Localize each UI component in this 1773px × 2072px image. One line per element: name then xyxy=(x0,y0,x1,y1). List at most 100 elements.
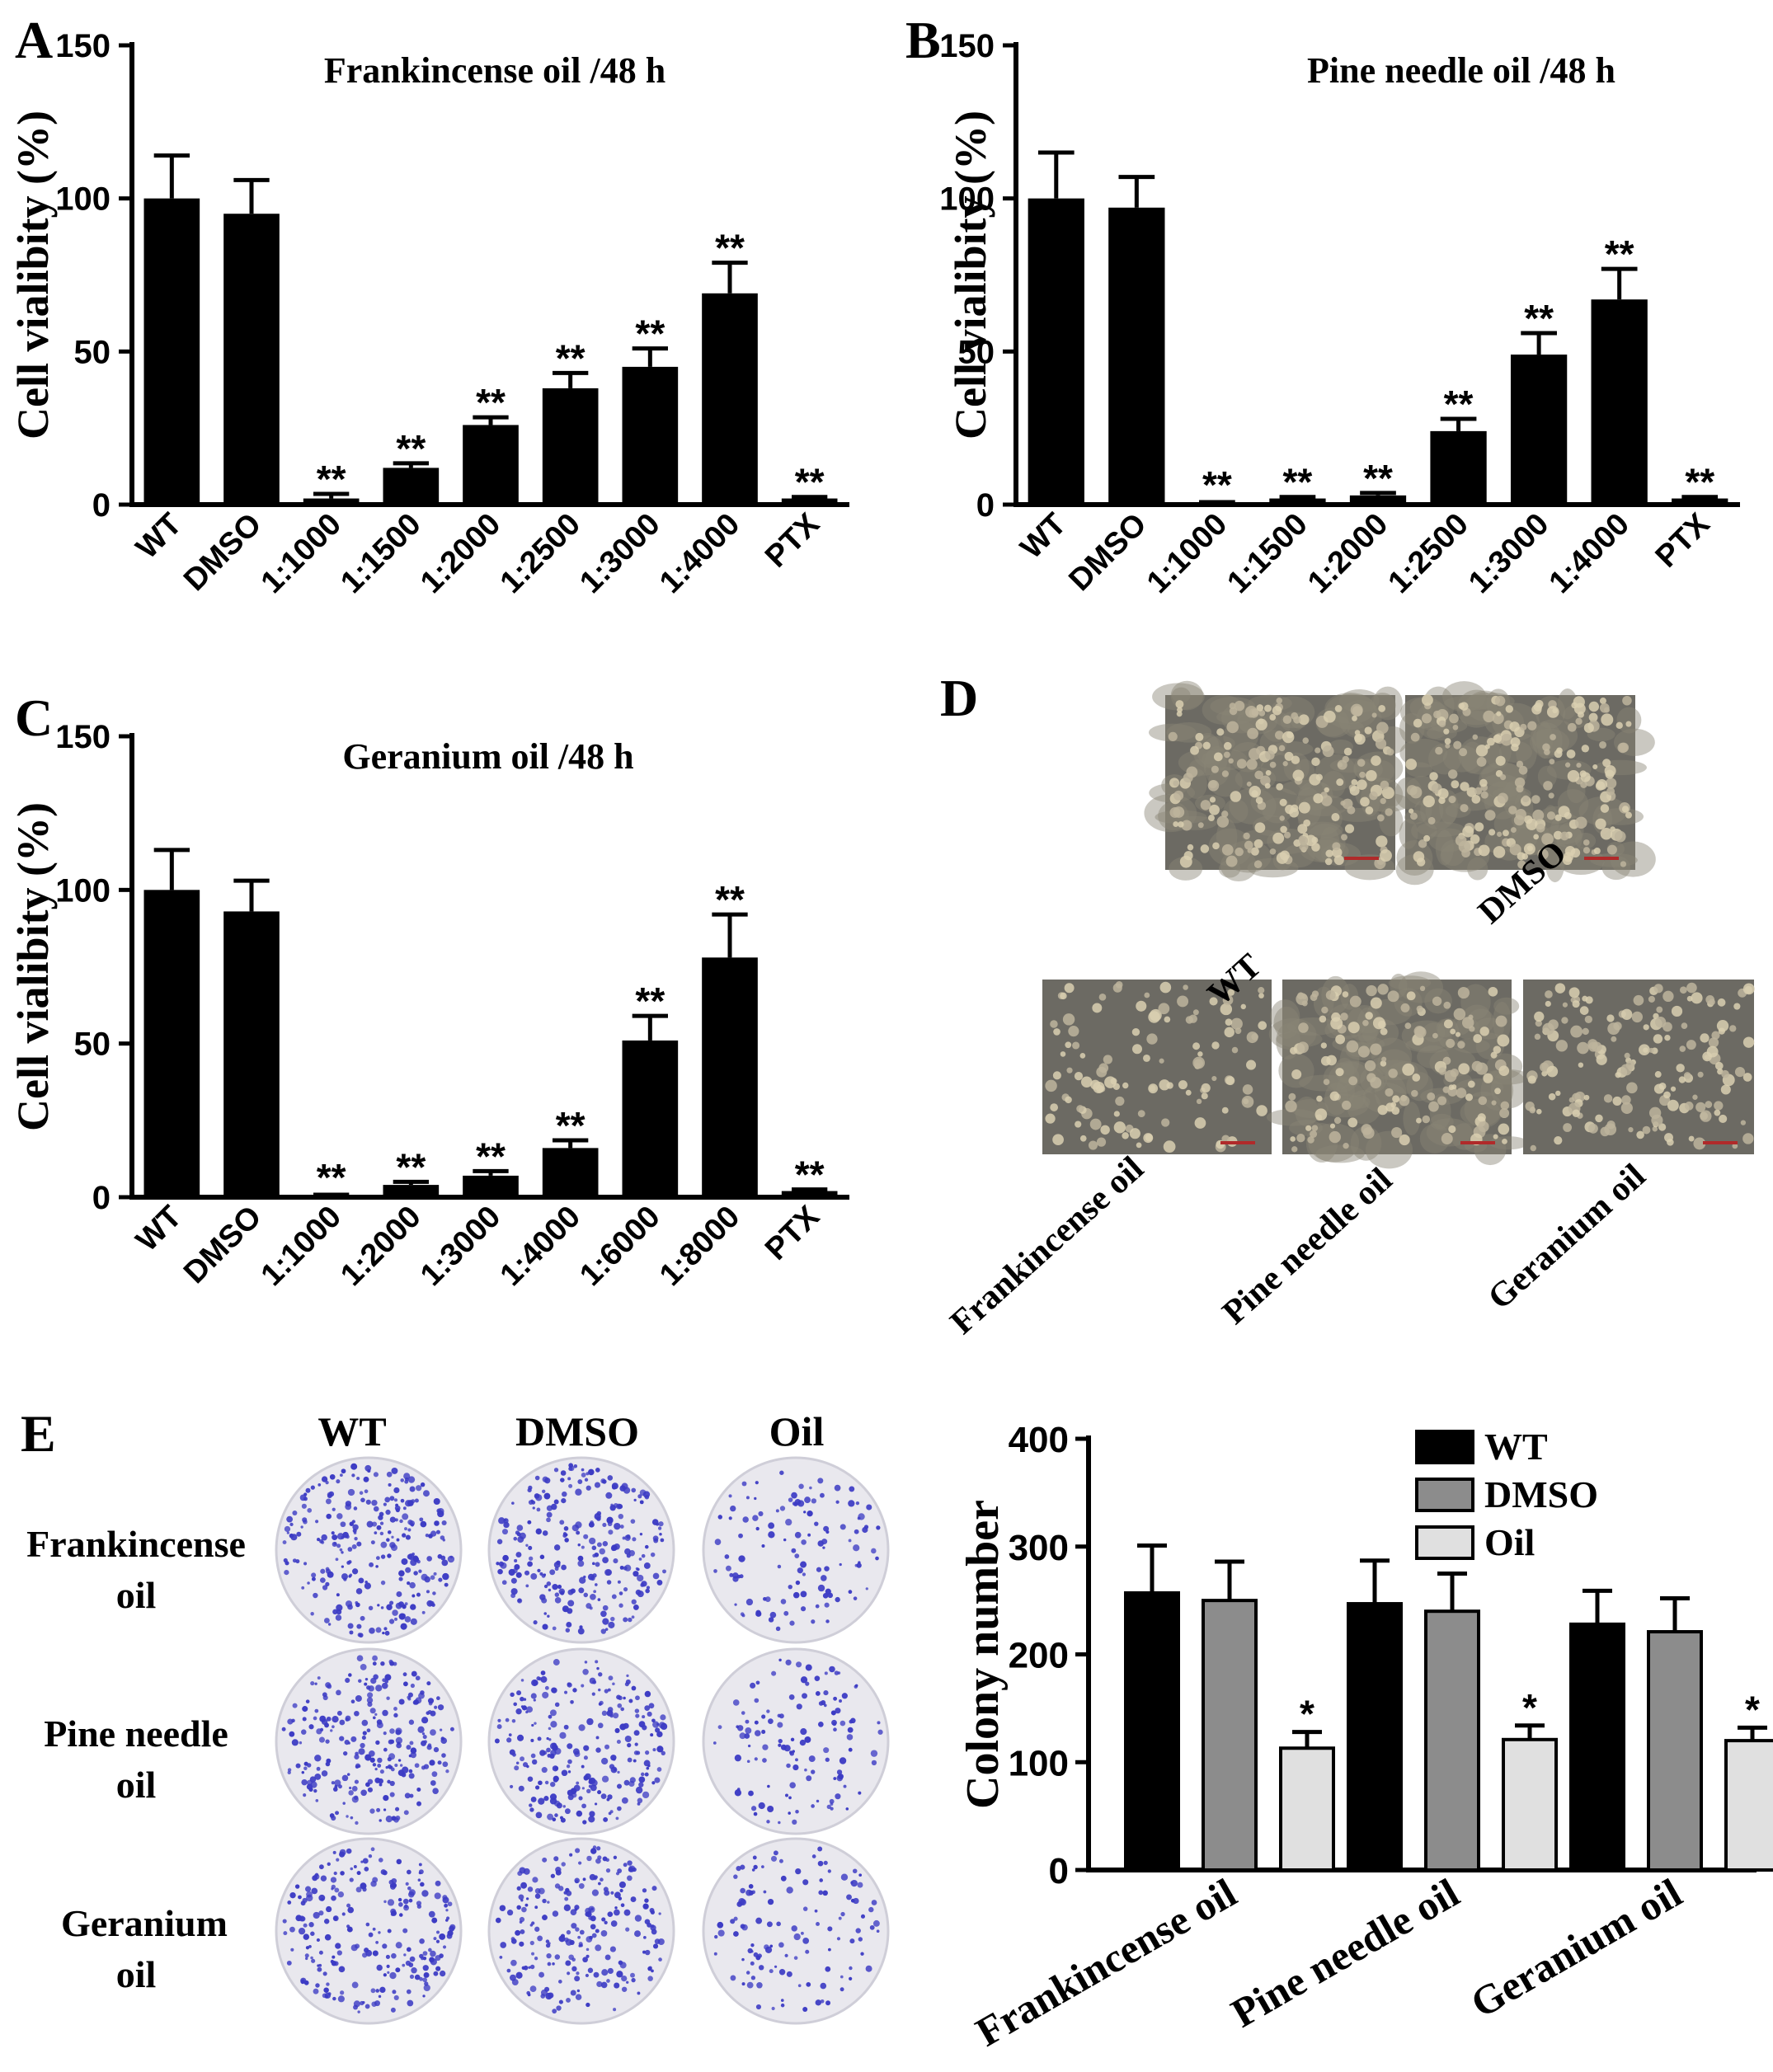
colony xyxy=(769,1611,777,1619)
cell-cluster xyxy=(1590,853,1638,867)
cell xyxy=(1435,746,1443,755)
colony xyxy=(644,1898,649,1903)
colony xyxy=(628,1698,633,1703)
colony xyxy=(312,1875,318,1882)
colony xyxy=(422,1965,429,1971)
colony xyxy=(341,1573,348,1581)
colony xyxy=(817,1584,825,1592)
cell xyxy=(1131,1027,1140,1036)
colony xyxy=(777,1722,783,1728)
colony xyxy=(346,1848,352,1854)
x-tick-label: DMSO xyxy=(1062,507,1153,598)
colony xyxy=(648,1703,655,1709)
colony xyxy=(347,1623,354,1629)
colony xyxy=(352,1524,359,1530)
colony xyxy=(434,1705,438,1709)
colony xyxy=(349,1786,352,1790)
colony xyxy=(340,1990,345,1995)
cell xyxy=(1341,834,1347,841)
x-tick-label: 1:1500 xyxy=(334,507,427,600)
cell xyxy=(1575,816,1587,829)
colony xyxy=(326,1982,330,1986)
colony xyxy=(603,1816,609,1822)
colony xyxy=(405,1534,411,1540)
colony xyxy=(574,1976,581,1982)
y-axis-label: Cell vialibity (%) xyxy=(8,110,58,439)
colony xyxy=(332,1541,337,1548)
colony xyxy=(577,1479,583,1484)
cell-cluster xyxy=(1444,695,1497,711)
cell xyxy=(1387,990,1399,1003)
cell-cluster xyxy=(1334,1057,1355,1083)
colony xyxy=(573,1784,581,1792)
cell xyxy=(1258,987,1265,994)
colony xyxy=(582,1668,589,1675)
plate-col-label-dmso: DMSO xyxy=(515,1408,639,1454)
colony xyxy=(622,1536,626,1540)
colony xyxy=(388,1619,395,1624)
x-tick-label: 1:1000 xyxy=(1140,507,1234,600)
x-tick-label: WT xyxy=(129,1200,188,1258)
colony xyxy=(791,1548,797,1553)
cell xyxy=(1600,804,1610,813)
cell xyxy=(1448,795,1456,804)
cell xyxy=(1621,1008,1633,1020)
cell xyxy=(1437,787,1449,800)
colony xyxy=(549,1742,557,1750)
colony xyxy=(539,1750,546,1756)
colony xyxy=(338,1784,342,1789)
colony xyxy=(797,1567,803,1574)
colony xyxy=(394,1505,401,1511)
colony xyxy=(336,1858,340,1862)
colony xyxy=(628,1867,634,1872)
cell xyxy=(1588,712,1598,722)
cell-cluster xyxy=(1597,808,1644,825)
colony xyxy=(614,1543,620,1550)
colony xyxy=(442,1945,447,1949)
colony xyxy=(342,1802,346,1805)
colony xyxy=(630,1519,636,1525)
cell xyxy=(1416,1005,1423,1013)
colony xyxy=(803,1511,807,1514)
colony xyxy=(446,1933,453,1939)
colony xyxy=(601,1710,608,1717)
x-tick-label: 1:1000 xyxy=(255,1200,348,1293)
colony xyxy=(617,1580,621,1584)
cell xyxy=(1492,712,1504,725)
cell xyxy=(1129,1128,1140,1139)
colony xyxy=(657,1938,665,1946)
colony xyxy=(444,1582,449,1587)
colony xyxy=(368,1932,374,1938)
colony xyxy=(520,1705,524,1708)
colony xyxy=(617,1868,623,1873)
colony xyxy=(771,1670,777,1676)
cell xyxy=(1480,791,1488,799)
chart-title: Geranium oil /48 h xyxy=(342,736,633,777)
colony xyxy=(739,1732,746,1740)
colony xyxy=(389,1600,394,1605)
colony xyxy=(388,1659,393,1664)
cell xyxy=(1342,1100,1352,1111)
colony xyxy=(367,1787,374,1792)
colony xyxy=(350,1736,357,1742)
cell-cluster xyxy=(1417,821,1465,838)
colony xyxy=(811,1498,817,1504)
colony xyxy=(746,1760,750,1764)
colony xyxy=(865,1965,872,1972)
colony xyxy=(784,1953,788,1957)
colony xyxy=(535,1528,542,1535)
colony xyxy=(282,1919,287,1924)
cell xyxy=(1502,1138,1507,1144)
colony xyxy=(426,1600,434,1607)
colony xyxy=(811,1804,815,1808)
colony xyxy=(869,1924,875,1930)
colony xyxy=(809,1486,812,1490)
cell xyxy=(1200,800,1211,810)
colony xyxy=(525,1543,529,1547)
colony xyxy=(761,1729,766,1734)
colony xyxy=(575,1879,579,1884)
colony xyxy=(301,1503,307,1509)
cell xyxy=(1483,710,1495,723)
colony xyxy=(449,1925,455,1932)
cell xyxy=(1742,983,1755,995)
